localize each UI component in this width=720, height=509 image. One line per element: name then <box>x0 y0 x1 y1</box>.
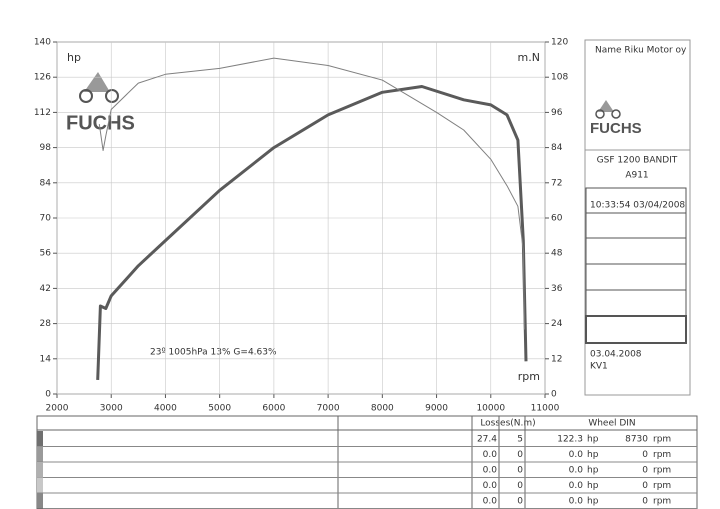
y2-tick-label: 36 <box>551 284 563 294</box>
table-cell: 0.0 <box>569 481 584 491</box>
table-cell: 0 <box>517 450 523 460</box>
x-tick-label: 2000 <box>46 404 69 414</box>
table-header: Losses(N.m) <box>480 419 535 429</box>
table-cell: rpm <box>653 466 671 476</box>
x-tick-label: 10000 <box>476 404 505 414</box>
panel-boxes <box>585 187 687 344</box>
y-tick-label: 14 <box>40 354 52 364</box>
panel-logo-icon <box>595 100 621 119</box>
table-cell: 0 <box>642 450 648 460</box>
table-cell: 0.0 <box>483 481 498 491</box>
table-cell: hp <box>587 497 599 507</box>
table-cell: hp <box>587 481 599 491</box>
x-tick-label: 4000 <box>154 404 177 414</box>
table-cell: 27.4 <box>477 435 497 445</box>
x-tick-label: 7000 <box>317 404 340 414</box>
table-cell: 8730 <box>625 435 648 445</box>
y-tick-label: 0 <box>45 390 51 400</box>
logo-icon <box>79 72 119 103</box>
table-cell: 0 <box>642 497 648 507</box>
customer-name: Name Riku Motor oy <box>595 46 687 56</box>
torque-curve <box>98 57 525 330</box>
table-cell: 0.0 <box>483 466 498 476</box>
table-cell: 0 <box>517 481 523 491</box>
y2-tick-label: 60 <box>551 214 563 224</box>
table-cell: 0.0 <box>483 497 498 507</box>
y-tick-label: 98 <box>40 143 52 153</box>
x-tick-label: 5000 <box>208 404 231 414</box>
table-cell: hp <box>587 435 599 445</box>
y-tick-label: 126 <box>34 73 51 83</box>
y-tick-label: 70 <box>40 214 52 224</box>
y-tick-label: 56 <box>40 249 52 259</box>
y-axis-label: hp <box>67 51 81 64</box>
y2-tick-label: 96 <box>551 108 563 118</box>
y-tick-label: 140 <box>34 38 51 48</box>
table-cell: 0.0 <box>569 450 584 460</box>
date: 03.04.2008 <box>590 350 642 360</box>
y2-tick-label: 48 <box>551 249 563 259</box>
table-cell: hp <box>587 466 599 476</box>
x-tick-label: 3000 <box>100 404 123 414</box>
power-curve <box>96 85 528 380</box>
y2-tick-label: 0 <box>551 390 557 400</box>
y-tick-label: 28 <box>40 319 52 329</box>
conditions: 23º 1005hPa 13% G=4.63% <box>150 348 277 358</box>
y-tick-label: 42 <box>40 284 51 294</box>
y2-tick-label: 120 <box>551 38 568 48</box>
table-cell: hp <box>587 450 599 460</box>
x-tick-label: 6000 <box>262 404 285 414</box>
table-cell: 0.0 <box>569 466 584 476</box>
model: GSF 1200 BANDIT <box>597 156 678 166</box>
y-tick-label: 84 <box>40 178 52 188</box>
x-tick-label: 11000 <box>531 404 560 414</box>
table-cell: 0 <box>642 481 648 491</box>
logo: FUCHS <box>66 112 135 134</box>
row-stripe <box>37 493 43 509</box>
y-tick-label: 112 <box>34 108 51 118</box>
table-cell: rpm <box>653 435 671 445</box>
table-header: Wheel DIN <box>588 419 635 429</box>
table-cell: 0 <box>517 497 523 507</box>
x-tick-label: 9000 <box>425 404 448 414</box>
row-stripe <box>37 477 43 493</box>
x-tick-label: 8000 <box>371 404 394 414</box>
table-cell: rpm <box>653 450 671 460</box>
row-stripe <box>37 462 43 478</box>
panel-logo: FUCHS <box>590 120 642 137</box>
table-cell: 0.0 <box>483 450 498 460</box>
y2-tick-label: 108 <box>551 73 568 83</box>
timestamp: 10:33:54 03/04/2008 <box>590 201 685 211</box>
y2-tick-label: 24 <box>551 319 563 329</box>
table-cell: 0 <box>517 466 523 476</box>
table-cell: rpm <box>653 497 671 507</box>
row-stripe <box>37 431 43 447</box>
x-axis-label: rpm <box>518 370 540 383</box>
table-cell: 122.3 <box>557 435 583 445</box>
y2-tick-label: 84 <box>551 143 563 153</box>
table-cell: 0.0 <box>569 497 584 507</box>
table-cell: 0 <box>642 466 648 476</box>
y2-tick-label: 12 <box>551 354 562 364</box>
code: A911 <box>625 171 648 181</box>
table-cell: rpm <box>653 481 671 491</box>
y2-tick-label: 72 <box>551 178 562 188</box>
table-cell: 5 <box>517 435 523 445</box>
y2-axis-label: m.N <box>518 51 540 64</box>
row-stripe <box>37 446 43 462</box>
operator: KV1 <box>590 362 608 372</box>
